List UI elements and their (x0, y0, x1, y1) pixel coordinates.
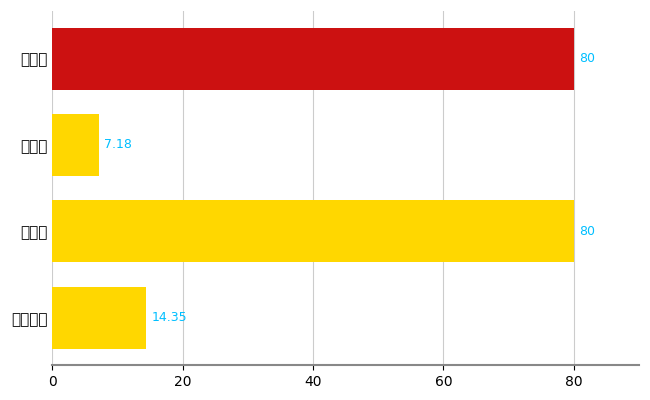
Text: 7.18: 7.18 (105, 138, 133, 152)
Bar (53, 200, 574, 262)
Bar (53, 114, 99, 176)
Text: 80: 80 (579, 225, 595, 238)
Bar (53, 286, 146, 349)
Bar (53, 28, 574, 90)
Text: 14.35: 14.35 (151, 311, 187, 324)
Text: 80: 80 (579, 52, 595, 65)
